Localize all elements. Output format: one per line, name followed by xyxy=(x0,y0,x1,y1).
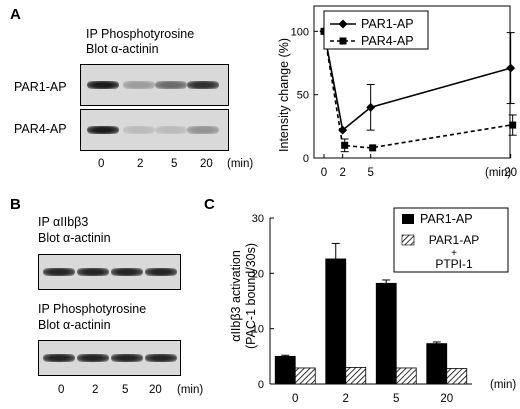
panel-b-letter: B xyxy=(10,196,21,213)
bar-chart-ylabel-line2: (PAC-1 bound/30s) xyxy=(244,243,258,349)
panel-a-time-label: 5 xyxy=(171,158,178,170)
blot-band xyxy=(187,126,219,134)
y-tick-label: 30 xyxy=(252,213,264,225)
bar xyxy=(446,368,468,385)
panel-a-time-label: 0 xyxy=(98,158,105,170)
bar xyxy=(426,343,448,385)
legend-label: PAR4-AP xyxy=(361,34,414,48)
panel-b-time-label: 2 xyxy=(92,384,99,396)
series-line xyxy=(323,31,511,149)
y-tick-label: 10 xyxy=(252,324,264,336)
x-tick-label: 2 xyxy=(339,167,345,179)
y-tick-label: 20 xyxy=(252,268,264,280)
blot-band xyxy=(77,268,109,276)
blot-band xyxy=(111,354,143,362)
panel-c-letter: C xyxy=(204,196,215,213)
blot-iib3-actinin xyxy=(38,254,181,290)
blot-band xyxy=(43,268,75,276)
panel-c-bar-chart: αIIbβ3 activation (PAC-1 bound/30s) (min… xyxy=(229,207,516,405)
x-tick-label: 0 xyxy=(292,393,298,405)
bar xyxy=(325,258,347,385)
panel-b-blot1-title-line1: IP αIIbβ3 xyxy=(38,215,89,229)
panel-a-title-line1: IP Phosphotyrosine xyxy=(86,27,195,41)
x-tick-label: 20 xyxy=(440,393,453,405)
x-tick-label: 20 xyxy=(504,167,517,179)
par4-ap-row-label: PAR4-AP xyxy=(14,122,67,136)
legend-label: PAR1-AP xyxy=(420,212,473,226)
y-tick-label: 100 xyxy=(291,26,309,38)
par1-ap-row-label: PAR1-AP xyxy=(14,80,67,94)
panel-b-blot2-title-line2: Blot α-actinin xyxy=(38,318,111,332)
bar-chart-xunit: (min) xyxy=(490,379,516,391)
bar xyxy=(294,367,316,385)
y-tick-label: 0 xyxy=(303,153,309,165)
x-tick-label: 2 xyxy=(343,393,349,405)
panel-a-time-label: 2 xyxy=(137,158,144,170)
legend-marker xyxy=(339,37,347,45)
panel-a-title-line2: Blot α-actinin xyxy=(86,42,159,56)
x-tick-label: 0 xyxy=(321,167,327,179)
data-point xyxy=(369,144,377,152)
blot-phosphotyrosine-actinin xyxy=(38,340,181,376)
panel-b-blot2-title-line1: IP Phosphotyrosine xyxy=(38,302,147,316)
legend-label: + xyxy=(451,248,457,259)
legend-label: PAR1-AP xyxy=(361,17,414,31)
y-tick-label: 50 xyxy=(297,90,309,102)
blot-band xyxy=(155,126,187,134)
blot-band xyxy=(155,81,187,89)
blot-band xyxy=(145,268,177,276)
panel-b-blot1-title-line2: Blot α-actinin xyxy=(38,231,111,245)
blot-band xyxy=(87,81,119,89)
y-tick-label: 0 xyxy=(258,379,264,391)
x-tick-label: 5 xyxy=(367,167,373,179)
panel-b-time-label: 20 xyxy=(149,384,162,396)
bar xyxy=(345,366,367,385)
panel-b-time-label: 0 xyxy=(58,384,65,396)
legend-swatch xyxy=(401,234,415,246)
panel-a-letter: A xyxy=(10,6,21,23)
bar xyxy=(375,282,397,385)
panel-a-time-label: 20 xyxy=(200,158,213,170)
blot-band xyxy=(123,81,155,89)
legend-label: PTPI-1 xyxy=(435,257,473,271)
blot-band xyxy=(43,354,75,362)
legend-label: PAR1-AP xyxy=(429,233,479,247)
blot-band xyxy=(187,81,219,89)
panel-b-time-unit: (min) xyxy=(177,384,204,396)
x-tick-label: 5 xyxy=(393,393,399,405)
panel-a-time-unit: (min) xyxy=(227,158,254,170)
data-point xyxy=(366,102,376,112)
blot-band xyxy=(145,354,177,362)
panel-b-time-label: 5 xyxy=(122,384,129,396)
data-point xyxy=(341,141,349,149)
blot-par1-ap xyxy=(80,64,229,106)
legend-swatch xyxy=(402,214,414,224)
data-point xyxy=(509,121,517,129)
legend-marker xyxy=(338,19,348,29)
line-chart-xunit: (min) xyxy=(485,167,511,179)
line-chart-frame xyxy=(313,5,511,159)
blot-band xyxy=(123,126,155,134)
series-line xyxy=(323,31,511,132)
line-chart-ylabel: Intensity change (%) xyxy=(277,38,291,152)
bar-chart-ylabel-line1: αIIbβ3 activation xyxy=(229,250,243,342)
blot-band xyxy=(87,126,119,134)
blot-band xyxy=(111,268,143,276)
data-point xyxy=(338,125,348,135)
bar xyxy=(395,367,417,385)
blot-band xyxy=(77,354,109,362)
blot-par4-ap xyxy=(80,109,229,151)
bar xyxy=(274,355,296,385)
data-point xyxy=(506,63,516,73)
